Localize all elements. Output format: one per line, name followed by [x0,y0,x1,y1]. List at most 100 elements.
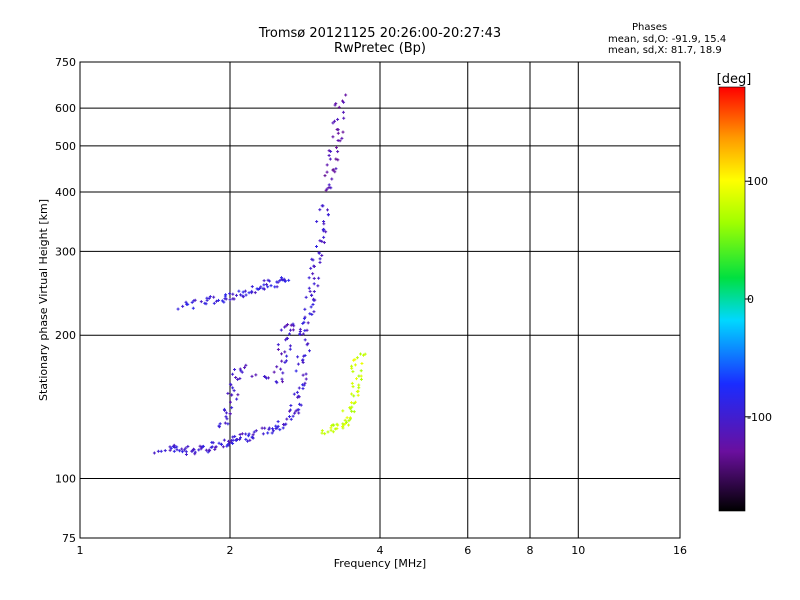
data-point [341,130,345,134]
data-point [280,377,284,381]
data-point [252,430,256,434]
data-point [336,117,340,121]
data-point [318,257,322,261]
data-point [327,183,331,187]
data-point [263,426,267,430]
data-point [244,363,248,367]
data-point [286,323,290,327]
data-point [228,292,232,296]
data-point [323,432,327,436]
data-point [342,100,346,104]
data-point [347,423,351,427]
data-point [186,302,190,306]
data-point [210,445,214,449]
data-point [270,427,274,431]
data-point [351,385,355,389]
data-point [239,293,243,297]
data-point [312,310,316,314]
data-point [279,276,283,280]
data-point [259,285,263,289]
data-point [352,401,356,405]
data-point [173,445,177,449]
colorbar-tick-label: 0 [747,293,754,306]
y-axis-label: Stationary phase Virtual Height [km] [37,199,50,401]
data-point [217,441,221,445]
data-point [272,370,276,374]
data-point [283,350,287,354]
data-point [303,307,307,311]
data-point [348,416,352,420]
data-point [352,394,356,398]
data-point [172,449,176,453]
data-point [265,282,269,286]
data-point [303,354,307,358]
data-point [190,449,194,453]
data-point [318,208,322,212]
data-point [247,291,251,295]
data-point [341,409,345,413]
data-point [318,239,322,243]
data-point [307,276,311,280]
data-point [181,304,185,308]
data-point [226,439,230,443]
data-point [320,204,324,208]
data-point [297,411,301,415]
y-tick-label: 750 [55,56,76,69]
data-point [228,382,232,386]
data-point [287,278,291,282]
data-point [350,364,354,368]
grid-lines [80,62,680,538]
data-point [198,444,202,448]
data-point [231,435,235,439]
data-point [262,283,266,287]
data-point [349,401,353,405]
data-point [223,294,227,298]
data-point [230,393,234,397]
data-point [265,376,269,380]
data-point [322,219,326,223]
data-point [233,434,237,438]
data-point [345,416,349,420]
data-point [316,284,320,288]
data-point [251,436,255,440]
colorbar [718,86,746,512]
data-point [334,146,338,150]
data-point [320,239,324,243]
data-point [241,295,245,299]
data-point [223,421,227,425]
data-point [298,327,302,331]
data-point [351,370,355,374]
data-point [336,423,340,427]
data-point [303,329,307,333]
x-tick-label: 16 [673,544,687,557]
data-point [334,102,338,106]
data-point [304,377,308,381]
data-point [190,300,194,304]
data-point [312,290,316,294]
data-point [318,260,322,264]
data-point [231,292,235,296]
data-point [281,426,285,430]
data-point [235,397,239,401]
data-point [322,241,326,245]
data-point [308,312,312,316]
data-point [303,381,307,385]
data-point [303,338,307,342]
data-point [244,437,248,441]
y-tick-label: 500 [55,140,76,153]
data-point [333,170,337,174]
data-point [295,390,299,394]
data-point [238,377,242,381]
data-point [324,230,328,234]
data-point [361,353,365,357]
data-point [336,128,340,132]
data-point [236,377,240,381]
data-point [302,317,306,321]
data-point [203,301,207,305]
data-point [275,285,279,289]
data-point [226,443,230,447]
data-point [234,438,238,442]
data-point [231,438,235,442]
data-point [269,284,273,288]
